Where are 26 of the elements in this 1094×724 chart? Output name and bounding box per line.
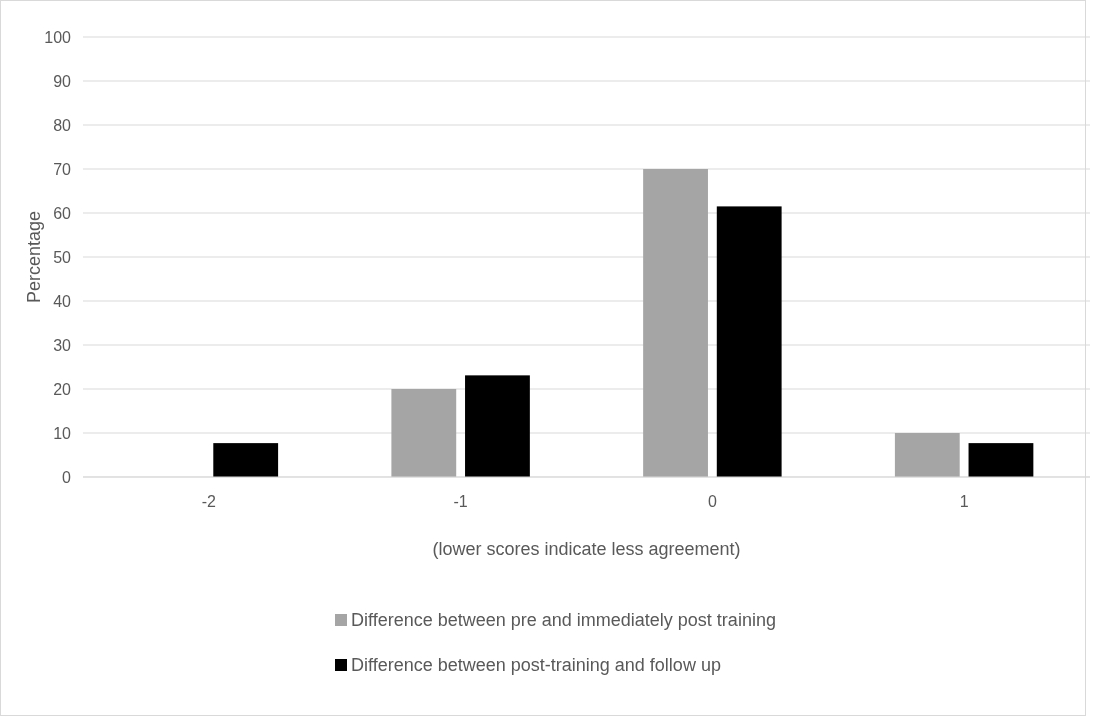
- x-tick-label: 0: [707, 493, 717, 510]
- y-tick-label: 60: [53, 204, 72, 222]
- y-tick-label: 40: [53, 292, 72, 310]
- x-tick-label: -2: [201, 493, 217, 510]
- y-tick-label: 100: [44, 28, 72, 46]
- bar: [968, 443, 1034, 477]
- x-tick-label: 1: [959, 493, 969, 510]
- bar: [213, 443, 279, 477]
- y-tick-label: 0: [62, 468, 72, 486]
- y-tick-label: 90: [53, 72, 72, 90]
- y-tick-label: 50: [53, 248, 72, 266]
- bar: [643, 169, 708, 477]
- bar: [391, 389, 457, 477]
- bar: [716, 206, 782, 477]
- y-tick-label: 70: [53, 160, 72, 178]
- bar: [894, 433, 960, 477]
- legend-label: Difference between pre and immediately post training: [351, 610, 776, 631]
- y-tick-label: 80: [53, 116, 72, 134]
- legend-label: Difference between post-training and follow up: [351, 655, 721, 676]
- y-tick-label: 20: [53, 380, 72, 398]
- x-axis-title: (lower scores indicate less agreement): [432, 539, 741, 559]
- y-tick-label: 30: [53, 336, 72, 354]
- y-axis-title: Percentage: [24, 210, 44, 304]
- bar: [465, 375, 530, 477]
- x-tick-label: -1: [453, 493, 468, 510]
- y-tick-label: 10: [53, 424, 72, 442]
